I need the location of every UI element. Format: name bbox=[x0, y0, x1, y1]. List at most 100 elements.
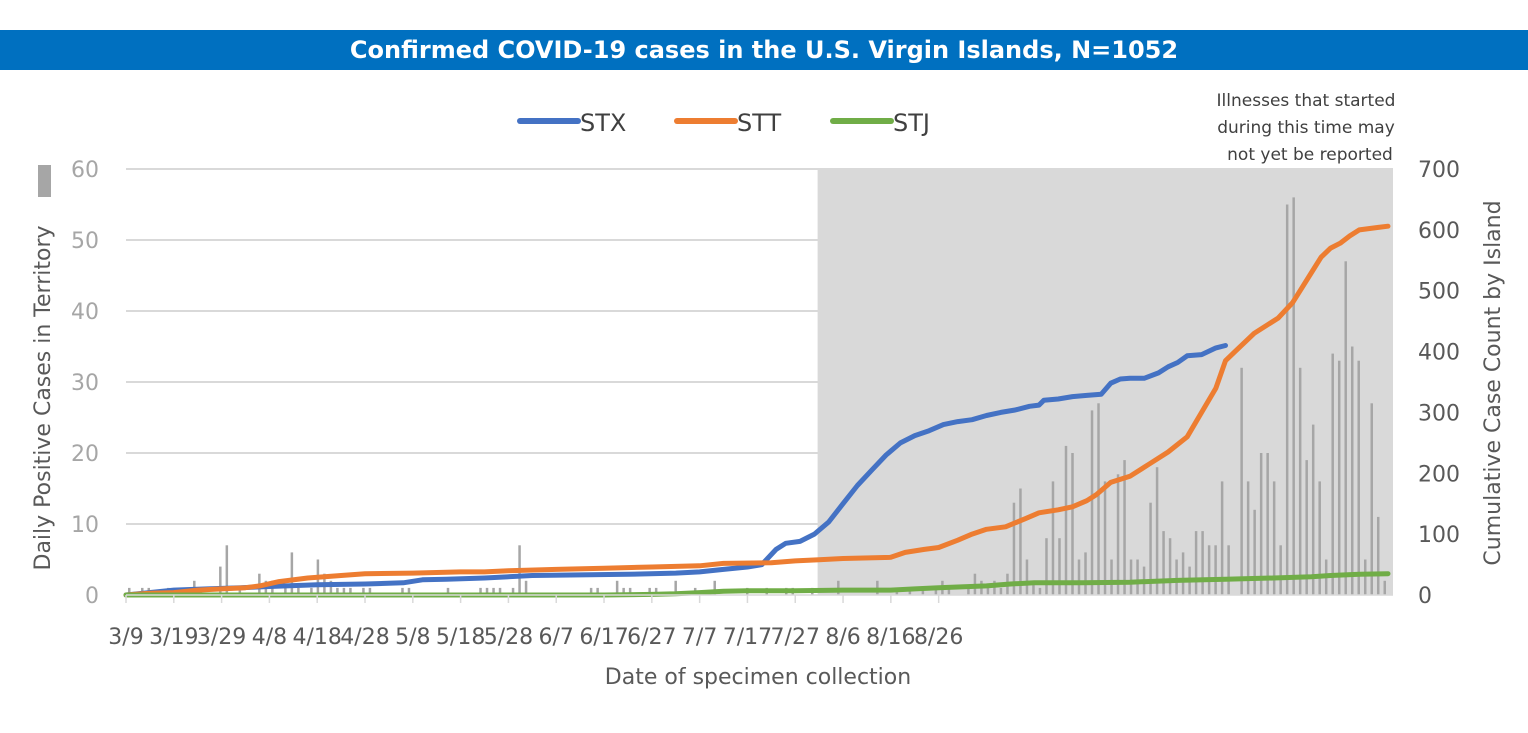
right-tick-label: 700 bbox=[1418, 158, 1460, 183]
right-tick-label: 100 bbox=[1418, 523, 1460, 548]
daily-bar bbox=[921, 587, 925, 595]
daily-bar bbox=[336, 587, 339, 595]
daily-bar bbox=[362, 587, 365, 595]
daily-bar bbox=[1214, 545, 1217, 595]
daily-bar bbox=[479, 587, 482, 595]
daily-bar bbox=[1298, 367, 1302, 595]
daily-bar bbox=[1376, 516, 1380, 595]
daily-bar bbox=[1311, 424, 1315, 595]
daily-bar bbox=[1357, 360, 1360, 595]
daily-bar bbox=[1051, 481, 1055, 595]
annotation-line-1: Illnesses that started bbox=[1217, 91, 1396, 111]
annotation-line-2: during this time may bbox=[1217, 118, 1395, 138]
series-line-stt bbox=[123, 223, 1391, 598]
x-tick-label: 3/9 bbox=[108, 625, 143, 650]
daily-bar bbox=[1194, 531, 1198, 595]
series-line-stx bbox=[123, 343, 1228, 598]
right-tick-label: 300 bbox=[1418, 401, 1460, 426]
right-tick-labels: 0 100 200 300 400 500 600 700 bbox=[1418, 158, 1460, 609]
daily-bar bbox=[310, 587, 313, 595]
daily-bar bbox=[1110, 559, 1113, 595]
daily-bar bbox=[498, 587, 502, 595]
x-tick-label: 7/7 bbox=[682, 625, 717, 650]
daily-bar bbox=[947, 587, 951, 595]
daily-bar bbox=[934, 587, 938, 595]
daily-bar bbox=[1064, 445, 1068, 595]
left-tick-labels: 0 10 20 30 40 50 60 bbox=[71, 158, 99, 609]
y-axis-right-label: Cumulative Case Count by Island bbox=[1481, 200, 1506, 565]
daily-bar bbox=[615, 580, 619, 595]
x-tick-label: 6/7 bbox=[539, 625, 574, 650]
right-tick-label: 200 bbox=[1418, 462, 1460, 487]
x-tick-label: 4/28 bbox=[340, 625, 389, 650]
daily-bar bbox=[1136, 559, 1139, 595]
unreported-annotation: Illnesses that started during this time … bbox=[1217, 91, 1396, 165]
legend-label-stx: STX bbox=[580, 109, 626, 137]
daily-bar bbox=[1272, 481, 1276, 595]
daily-bar bbox=[1097, 403, 1100, 595]
daily-bar bbox=[1337, 360, 1341, 595]
daily-bar bbox=[1279, 545, 1282, 595]
daily-bar bbox=[1071, 453, 1074, 595]
daily-bar bbox=[1077, 559, 1081, 595]
daily-bar bbox=[1363, 559, 1367, 595]
daily-bar bbox=[1019, 488, 1022, 595]
x-tick-label: 6/27 bbox=[627, 625, 676, 650]
daily-bar bbox=[1350, 346, 1354, 595]
left-tick-label: 40 bbox=[71, 300, 99, 325]
x-tick-label: 7/17 bbox=[723, 625, 772, 650]
daily-bar bbox=[128, 587, 131, 595]
right-tick-label: 500 bbox=[1418, 280, 1460, 305]
x-tick-label: 6/17 bbox=[579, 625, 628, 650]
daily-bar bbox=[1012, 502, 1016, 595]
x-tick-label: 3/19 bbox=[149, 625, 198, 650]
daily-bar bbox=[1305, 460, 1308, 595]
daily-bar bbox=[622, 587, 625, 595]
right-tick-label: 400 bbox=[1418, 341, 1460, 366]
legend-item-stx: STX bbox=[517, 109, 626, 137]
daily-bar bbox=[511, 587, 515, 595]
daily-bar bbox=[238, 587, 242, 595]
daily-bar bbox=[986, 587, 990, 595]
daily-bar bbox=[674, 580, 677, 595]
left-tick-label: 30 bbox=[71, 371, 99, 396]
x-tick-labels: 3/9 3/193/29 4/8 4/184/28 5/8 5/185/28 6/7 6/17… bbox=[108, 595, 963, 650]
x-tick-label: 5/18 bbox=[436, 625, 485, 650]
x-axis-label: Date of specimen collection bbox=[605, 665, 911, 690]
daily-bar bbox=[589, 587, 593, 595]
daily-bar bbox=[1285, 204, 1289, 595]
daily-bar bbox=[1025, 559, 1029, 595]
daily-bar bbox=[1116, 474, 1120, 595]
daily-bar bbox=[1155, 467, 1159, 595]
daily-bar bbox=[368, 587, 372, 595]
daily-bar bbox=[1253, 509, 1256, 595]
daily-bar bbox=[297, 587, 300, 595]
y-axis-left-label: Daily Positive Cases in Territory bbox=[31, 225, 56, 570]
daily-bar bbox=[1162, 531, 1165, 595]
daily-bar bbox=[1383, 580, 1386, 595]
daily-bar bbox=[1181, 552, 1185, 595]
daily-bar bbox=[1168, 538, 1172, 595]
daily-bar bbox=[329, 580, 333, 595]
chart-title: Confirmed COVID-19 cases in the U.S. Vir… bbox=[349, 36, 1179, 64]
daily-bar bbox=[401, 587, 404, 595]
daily-bar bbox=[1084, 552, 1087, 595]
daily-bar bbox=[1129, 559, 1133, 595]
x-tick-label: 3/29 bbox=[197, 625, 246, 650]
daily-bar bbox=[446, 587, 450, 595]
right-tick-label: 600 bbox=[1418, 219, 1460, 244]
left-tick-label: 60 bbox=[71, 158, 99, 183]
daily-bar bbox=[1201, 531, 1204, 595]
daily-bar bbox=[1292, 197, 1295, 595]
x-tick-label: 8/6 bbox=[825, 625, 860, 650]
left-tick-label: 50 bbox=[71, 229, 99, 254]
daily-bar bbox=[1240, 367, 1243, 595]
daily-bar bbox=[628, 587, 632, 595]
x-tick-label: 8/26 bbox=[914, 625, 963, 650]
daily-bar bbox=[342, 587, 346, 595]
daily-bar bbox=[1207, 545, 1211, 595]
daily-bar bbox=[1149, 502, 1152, 595]
daily-bar bbox=[713, 580, 716, 595]
daily-bars bbox=[128, 197, 1386, 595]
